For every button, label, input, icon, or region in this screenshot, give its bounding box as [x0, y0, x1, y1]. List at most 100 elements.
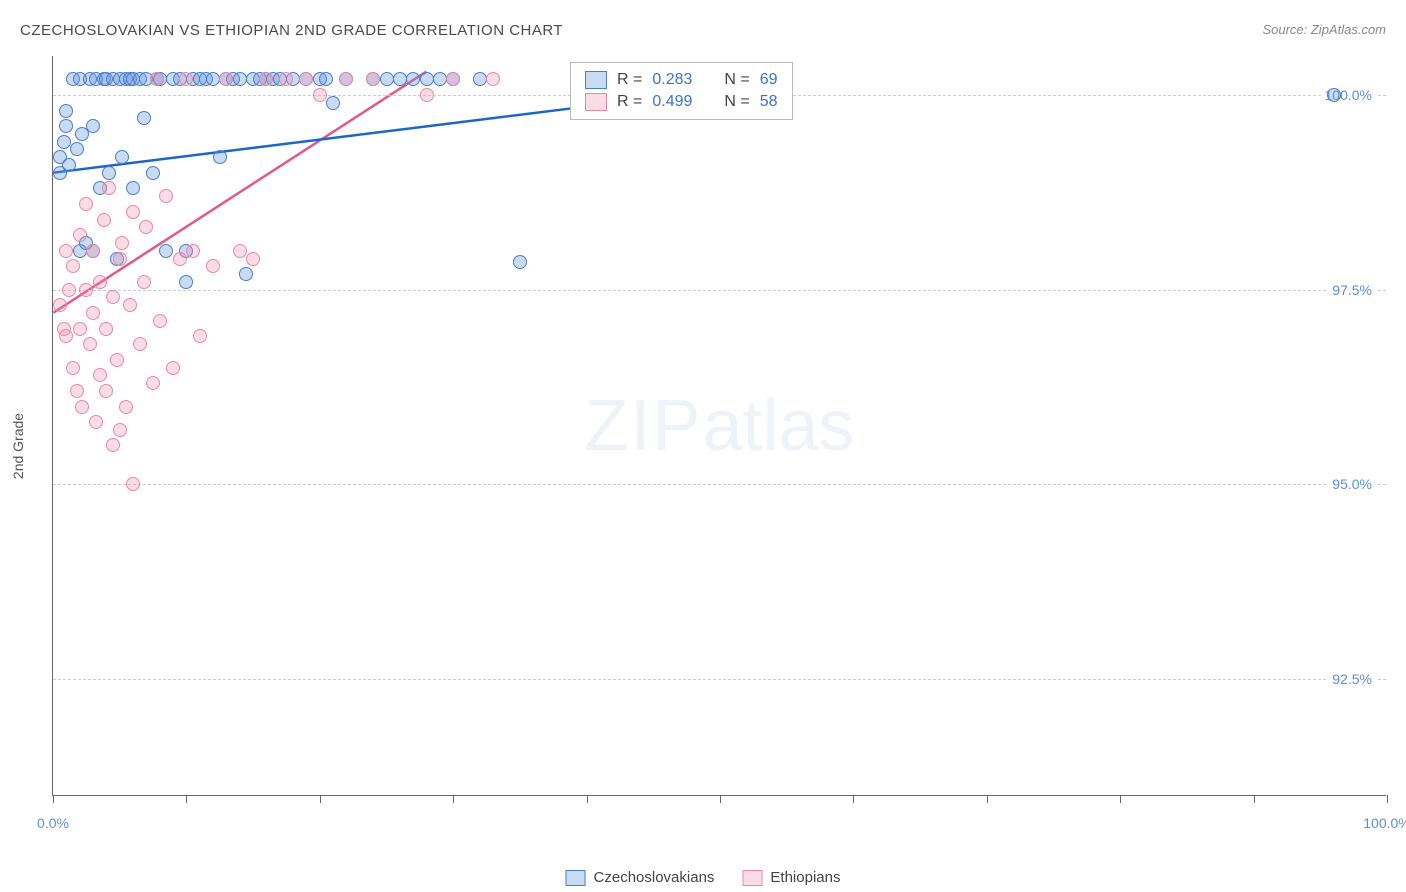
scatter-point-czech — [326, 96, 340, 110]
scatter-point-czech — [126, 181, 140, 195]
watermark: ZIPatlas — [584, 385, 854, 467]
gridline-h — [53, 484, 1386, 485]
scatter-point-ethiopian — [97, 213, 111, 227]
scatter-point-ethiopian — [219, 72, 233, 86]
xtick — [1120, 795, 1121, 803]
scatter-point-ethiopian — [299, 72, 313, 86]
scatter-point-ethiopian — [126, 477, 140, 491]
scatter-point-ethiopian — [246, 252, 260, 266]
scatter-point-czech — [380, 72, 394, 86]
scatter-point-ethiopian — [166, 361, 180, 375]
scatter-point-czech — [406, 72, 420, 86]
xtick — [720, 795, 721, 803]
legend-item-ethiopian: Ethiopians — [742, 869, 840, 886]
gridline-h — [53, 679, 1386, 680]
legend-label-ethiopian: Ethiopians — [770, 869, 840, 886]
n-label: N = — [724, 93, 749, 111]
scatter-point-ethiopian — [206, 259, 220, 273]
xtick — [853, 795, 854, 803]
scatter-point-ethiopian — [420, 88, 434, 102]
ytick-label: 95.0% — [1328, 476, 1376, 492]
scatter-point-czech — [233, 72, 247, 86]
correlation-stats-box: R = 0.283 N = 69 R = 0.499 N = 58 — [570, 62, 793, 120]
n-value-czech: 69 — [760, 71, 778, 89]
xtick — [1254, 795, 1255, 803]
scatter-point-ethiopian — [113, 423, 127, 437]
swatch-ethiopian — [585, 93, 607, 111]
scatter-point-ethiopian — [66, 259, 80, 273]
legend-item-czech: Czechoslovakians — [566, 869, 715, 886]
scatter-point-ethiopian — [70, 384, 84, 398]
xtick — [1387, 795, 1388, 803]
xtick — [453, 795, 454, 803]
scatter-point-ethiopian — [146, 376, 160, 390]
scatter-point-ethiopian — [153, 314, 167, 328]
stat-row-ethiopian: R = 0.499 N = 58 — [585, 91, 778, 113]
scatter-point-ethiopian — [73, 322, 87, 336]
scatter-point-ethiopian — [66, 361, 80, 375]
scatter-point-czech — [213, 150, 227, 164]
scatter-point-ethiopian — [279, 72, 293, 86]
ytick-label: 92.5% — [1328, 671, 1376, 687]
scatter-point-ethiopian — [313, 88, 327, 102]
scatter-point-czech — [70, 142, 84, 156]
trend-lines — [53, 56, 1386, 795]
n-label: N = — [724, 71, 749, 89]
legend: Czechoslovakians Ethiopians — [566, 869, 841, 886]
ytick-label: 97.5% — [1328, 282, 1376, 298]
xtick — [320, 795, 321, 803]
scatter-point-ethiopian — [233, 244, 247, 258]
scatter-point-ethiopian — [446, 72, 460, 86]
scatter-point-czech — [393, 72, 407, 86]
scatter-point-czech — [420, 72, 434, 86]
scatter-point-ethiopian — [93, 368, 107, 382]
source-attribution: Source: ZipAtlas.com — [1262, 22, 1386, 37]
scatter-point-ethiopian — [150, 72, 164, 86]
scatter-point-ethiopian — [126, 205, 140, 219]
scatter-point-ethiopian — [106, 290, 120, 304]
scatter-point-ethiopian — [137, 275, 151, 289]
scatter-point-ethiopian — [89, 415, 103, 429]
chart-title: CZECHOSLOVAKIAN VS ETHIOPIAN 2ND GRADE C… — [20, 22, 563, 39]
scatter-point-ethiopian — [173, 252, 187, 266]
scatter-point-ethiopian — [79, 197, 93, 211]
y-axis-label: 2nd Grade — [10, 413, 26, 479]
scatter-point-czech — [1327, 88, 1341, 102]
scatter-point-ethiopian — [93, 275, 107, 289]
xtick — [53, 795, 54, 803]
scatter-point-ethiopian — [119, 400, 133, 414]
gridline-h — [53, 290, 1386, 291]
scatter-point-ethiopian — [486, 72, 500, 86]
scatter-point-ethiopian — [53, 298, 67, 312]
r-label: R = — [617, 93, 642, 111]
scatter-point-czech — [319, 72, 333, 86]
scatter-point-ethiopian — [186, 244, 200, 258]
scatter-point-ethiopian — [59, 244, 73, 258]
scatter-point-czech — [159, 244, 173, 258]
scatter-point-ethiopian — [110, 353, 124, 367]
scatter-point-czech — [206, 72, 220, 86]
stat-row-czech: R = 0.283 N = 69 — [585, 69, 778, 91]
scatter-point-ethiopian — [193, 329, 207, 343]
scatter-point-czech — [239, 267, 253, 281]
r-label: R = — [617, 71, 642, 89]
scatter-point-czech — [433, 72, 447, 86]
scatter-point-czech — [179, 275, 193, 289]
scatter-point-ethiopian — [75, 400, 89, 414]
xtick — [987, 795, 988, 803]
scatter-point-ethiopian — [133, 337, 147, 351]
legend-swatch-ethiopian — [742, 870, 762, 886]
scatter-point-czech — [86, 119, 100, 133]
scatter-point-czech — [57, 135, 71, 149]
scatter-point-ethiopian — [106, 438, 120, 452]
scatter-point-czech — [102, 166, 116, 180]
scatter-point-ethiopian — [123, 298, 137, 312]
xtick-label: 0.0% — [37, 815, 69, 831]
swatch-czech — [585, 71, 607, 89]
scatter-point-ethiopian — [59, 329, 73, 343]
scatter-point-ethiopian — [86, 306, 100, 320]
xtick — [587, 795, 588, 803]
plot-area: ZIPatlas 100.0%97.5%95.0%92.5%0.0%100.0% — [52, 56, 1386, 796]
scatter-point-czech — [146, 166, 160, 180]
r-value-czech: 0.283 — [652, 71, 692, 89]
